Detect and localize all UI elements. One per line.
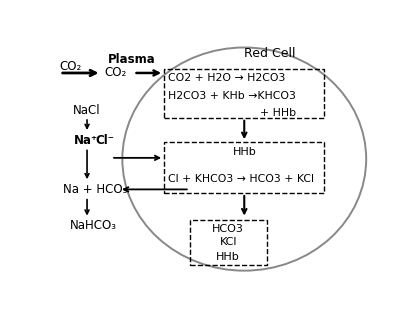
Text: Na⁺: Na⁺ [74,134,98,147]
Bar [189,220,266,265]
Text: NaCl: NaCl [73,104,101,117]
Text: Red Cell: Red Cell [244,47,295,60]
Text: KCl: KCl [219,237,236,247]
Text: HCO3: HCO3 [212,224,244,234]
Text: CO₂: CO₂ [59,60,82,73]
Text: HHb: HHb [232,147,256,157]
Text: Na + HCO₃: Na + HCO₃ [63,183,127,196]
Text: Cl + KHCO3 → HCO3 + KCl: Cl + KHCO3 → HCO3 + KCl [168,174,313,184]
Text: HHb: HHb [216,251,240,261]
Text: Plasma: Plasma [108,53,155,66]
Text: + HHb: + HHb [260,108,296,118]
Bar [164,69,324,118]
Text: CO₂: CO₂ [104,66,127,79]
Text: H2CO3 + KHb →KHCO3: H2CO3 + KHb →KHCO3 [168,91,295,101]
Bar [164,142,324,193]
Text: Cl⁻: Cl⁻ [95,134,114,147]
Text: CO2 + H2O → H2CO3: CO2 + H2O → H2CO3 [168,73,285,83]
Text: NaHCO₃: NaHCO₃ [69,219,116,232]
